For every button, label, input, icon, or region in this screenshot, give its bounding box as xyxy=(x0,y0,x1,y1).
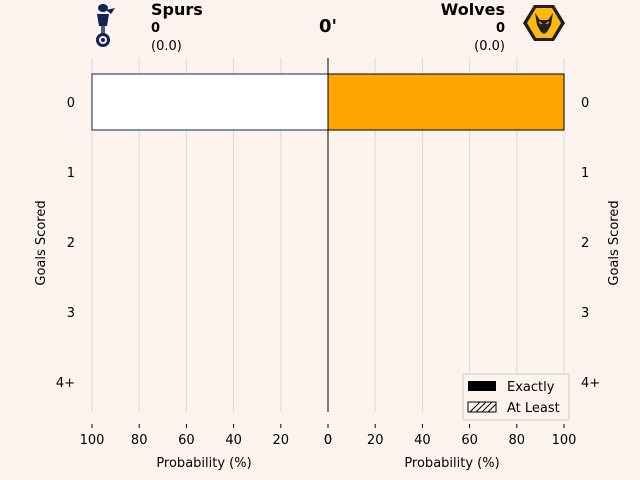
left-category-label: 4+ xyxy=(56,376,75,391)
left-x-tick-label: 80 xyxy=(131,433,148,448)
left-x-tick-label: 100 xyxy=(80,433,105,448)
legend-label-at-least: At Least xyxy=(507,401,560,416)
bars xyxy=(91,73,565,131)
left-x-axis-label: Probability (%) xyxy=(156,456,251,471)
away-bar xyxy=(327,73,565,131)
away-team-score: 0 xyxy=(496,21,505,36)
home-bar xyxy=(91,73,329,131)
left-category-label: 2 xyxy=(67,236,75,251)
left-category-label: 0 xyxy=(67,96,75,111)
legend: Exactly At Least xyxy=(462,373,570,421)
right-x-tick-label: 0 xyxy=(324,433,332,448)
right-category-label: 3 xyxy=(581,306,589,321)
left-x-tick-label: 40 xyxy=(225,433,242,448)
right-category-label: 1 xyxy=(581,166,589,181)
home-team-name: Spurs xyxy=(151,0,203,19)
right-x-axis-label: Probability (%) xyxy=(404,456,499,471)
right-x-tick-label: 80 xyxy=(509,433,526,448)
left-x-tick-label: 20 xyxy=(273,433,290,448)
left-x-tick-label: 0 xyxy=(324,433,332,448)
home-crest-icon xyxy=(96,4,115,47)
right-x-tick-label: 20 xyxy=(367,433,384,448)
home-team-xg: (0.0) xyxy=(151,39,182,54)
right-category-label: 0 xyxy=(581,96,589,111)
right-x-tick-label: 40 xyxy=(414,433,431,448)
right-category-label: 4+ xyxy=(581,376,600,391)
away-team-name: Wolves xyxy=(441,0,505,19)
left-x-tick-label: 60 xyxy=(178,433,195,448)
away-team-xg: (0.0) xyxy=(474,39,505,54)
right-category-label: 2 xyxy=(581,236,589,251)
left-category-label: 1 xyxy=(67,166,75,181)
away-crest-icon xyxy=(523,5,565,41)
home-team-score: 0 xyxy=(151,21,160,36)
right-y-axis-label: Goals Scored xyxy=(607,200,622,285)
legend-swatch-exactly xyxy=(468,381,496,391)
legend-label-exactly: Exactly xyxy=(507,380,555,395)
right-x-tick-label: 100 xyxy=(552,433,577,448)
legend-swatch-at-least xyxy=(467,401,497,413)
right-x-tick-label: 60 xyxy=(461,433,478,448)
left-category-label: 3 xyxy=(67,306,75,321)
left-y-axis-label: Goals Scored xyxy=(34,200,49,285)
match-minute: 0' xyxy=(319,16,337,37)
